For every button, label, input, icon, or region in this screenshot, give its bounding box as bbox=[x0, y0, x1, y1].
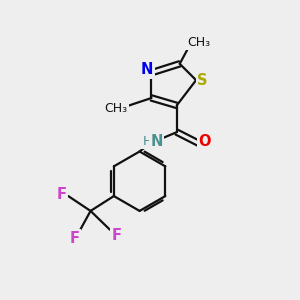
Text: CH₃: CH₃ bbox=[188, 36, 211, 49]
Text: H: H bbox=[143, 135, 153, 148]
Text: N: N bbox=[150, 134, 163, 148]
Text: CH₃: CH₃ bbox=[104, 102, 128, 115]
Text: F: F bbox=[111, 227, 122, 242]
Text: S: S bbox=[197, 73, 208, 88]
Text: O: O bbox=[199, 134, 211, 148]
Text: F: F bbox=[69, 231, 79, 246]
Text: F: F bbox=[57, 187, 67, 202]
Text: N: N bbox=[141, 62, 153, 77]
